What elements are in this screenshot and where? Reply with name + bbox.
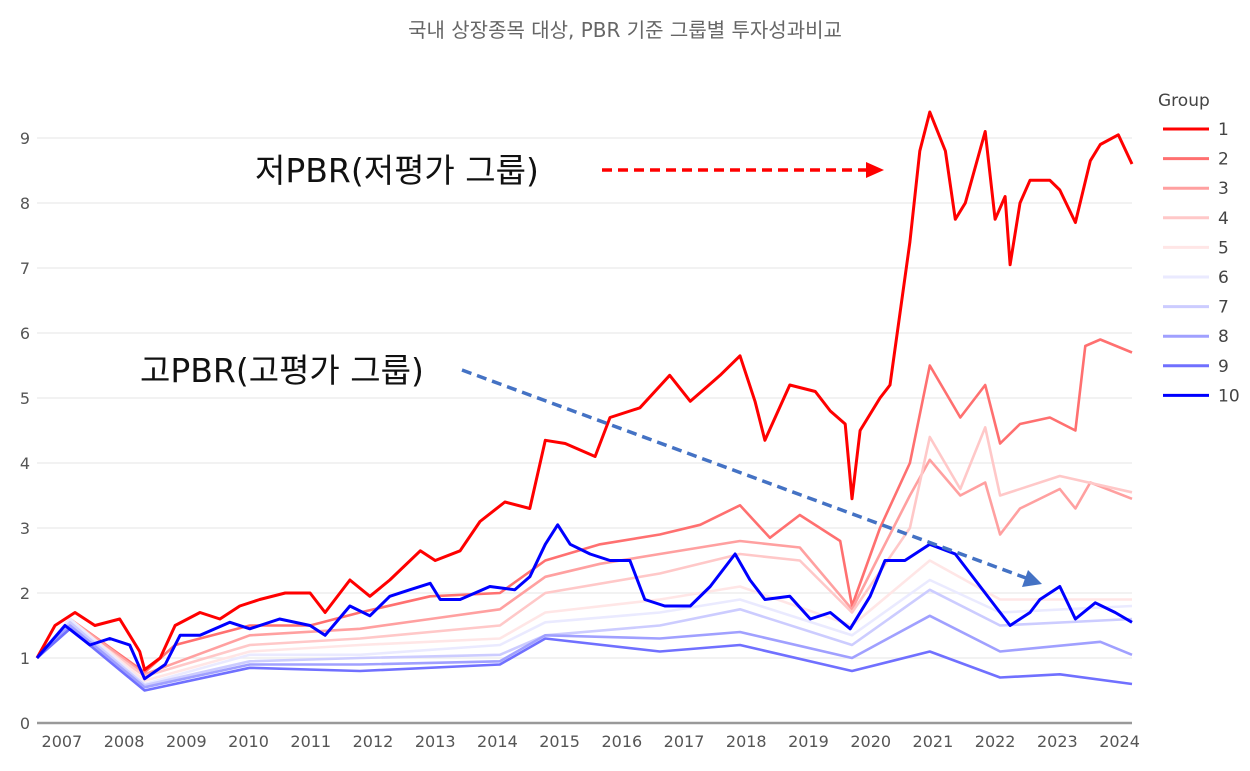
annotation-high-pbr-text: 고PBR(고평가 그룹) xyxy=(140,351,424,390)
x-tick-label: 2007 xyxy=(42,732,83,751)
legend-label-group-9: 9 xyxy=(1218,357,1229,377)
legend-label-group-10: 10 xyxy=(1218,386,1240,406)
x-tick-label: 2012 xyxy=(353,732,394,751)
series-line-group-3 xyxy=(36,458,1133,676)
x-tick-label: 2008 xyxy=(104,732,145,751)
gridlines xyxy=(37,137,1132,659)
x-tick-label: 2015 xyxy=(539,732,580,751)
x-tick-label: 2016 xyxy=(601,732,642,751)
series-line-group-2 xyxy=(36,338,1133,674)
y-tick-label: 9 xyxy=(20,129,30,148)
series-lines xyxy=(35,110,1134,692)
y-tick-label: 3 xyxy=(20,519,30,538)
x-tick-label: 2013 xyxy=(415,732,456,751)
x-tick-label: 2009 xyxy=(166,732,207,751)
series-line-group-5 xyxy=(36,559,1132,683)
x-tick-label: 2014 xyxy=(477,732,518,751)
legend-label-group-3: 3 xyxy=(1218,179,1229,199)
chart-title: 국내 상장종목 대상, PBR 기준 그룹별 투자성과비교 xyxy=(408,18,842,42)
legend-title: Group xyxy=(1158,91,1210,111)
low-pbr-arrowhead xyxy=(866,162,884,178)
y-tick-label: 5 xyxy=(20,389,30,408)
legend-label-group-8: 8 xyxy=(1218,327,1229,347)
x-tick-label: 2017 xyxy=(664,732,705,751)
x-tick-label: 2020 xyxy=(850,732,891,751)
legend-label-group-5: 5 xyxy=(1218,238,1229,258)
x-tick-label: 2023 xyxy=(1037,732,1078,751)
x-tick-label: 2022 xyxy=(975,732,1016,751)
y-tick-label: 8 xyxy=(20,194,30,213)
annotation-low-pbr: 저PBR(저평가 그룹) xyxy=(255,151,884,190)
high-pbr-arrow xyxy=(461,368,1027,580)
annotation-low-pbr-text: 저PBR(저평가 그룹) xyxy=(255,151,539,190)
legend-label-group-2: 2 xyxy=(1218,150,1229,170)
x-axis: 2007 2008 2009 2010 2011 2012 2013 2014 2015 2016… xyxy=(37,721,1140,751)
y-tick-label: 7 xyxy=(20,259,30,278)
annotation-high-pbr: 고PBR(고평가 그룹) xyxy=(140,351,1042,587)
series-line-group-8 xyxy=(36,614,1133,689)
y-tick-label: 6 xyxy=(20,324,30,343)
series-line-group-9 xyxy=(36,627,1133,692)
legend-label-group-7: 7 xyxy=(1218,298,1229,318)
y-axis: 0 1 2 3 4 5 6 7 8 9 xyxy=(20,129,30,733)
x-tick-label: 2019 xyxy=(788,732,829,751)
x-tick-label: 2010 xyxy=(228,732,269,751)
x-tick-label: 2018 xyxy=(726,732,767,751)
legend-label-group-4: 4 xyxy=(1218,209,1229,229)
y-tick-label: 4 xyxy=(20,454,30,473)
series-line-group-1 xyxy=(35,110,1134,672)
series-line-group-10 xyxy=(35,523,1133,681)
legend-label-group-6: 6 xyxy=(1218,268,1229,288)
series-line-group-4 xyxy=(36,426,1133,678)
high-pbr-arrowhead xyxy=(1022,570,1042,587)
legend-label-group-1: 1 xyxy=(1218,120,1229,140)
x-tick-label: 2021 xyxy=(913,732,954,751)
legend: Group 1 2 3 4 5 6 7 8 9 10 xyxy=(1158,91,1240,406)
y-tick-label: 0 xyxy=(20,714,30,733)
y-tick-label: 2 xyxy=(20,584,30,603)
x-tick-label: 2024 xyxy=(1099,732,1140,751)
x-tick-label: 2011 xyxy=(290,732,331,751)
y-tick-label: 1 xyxy=(20,649,30,668)
